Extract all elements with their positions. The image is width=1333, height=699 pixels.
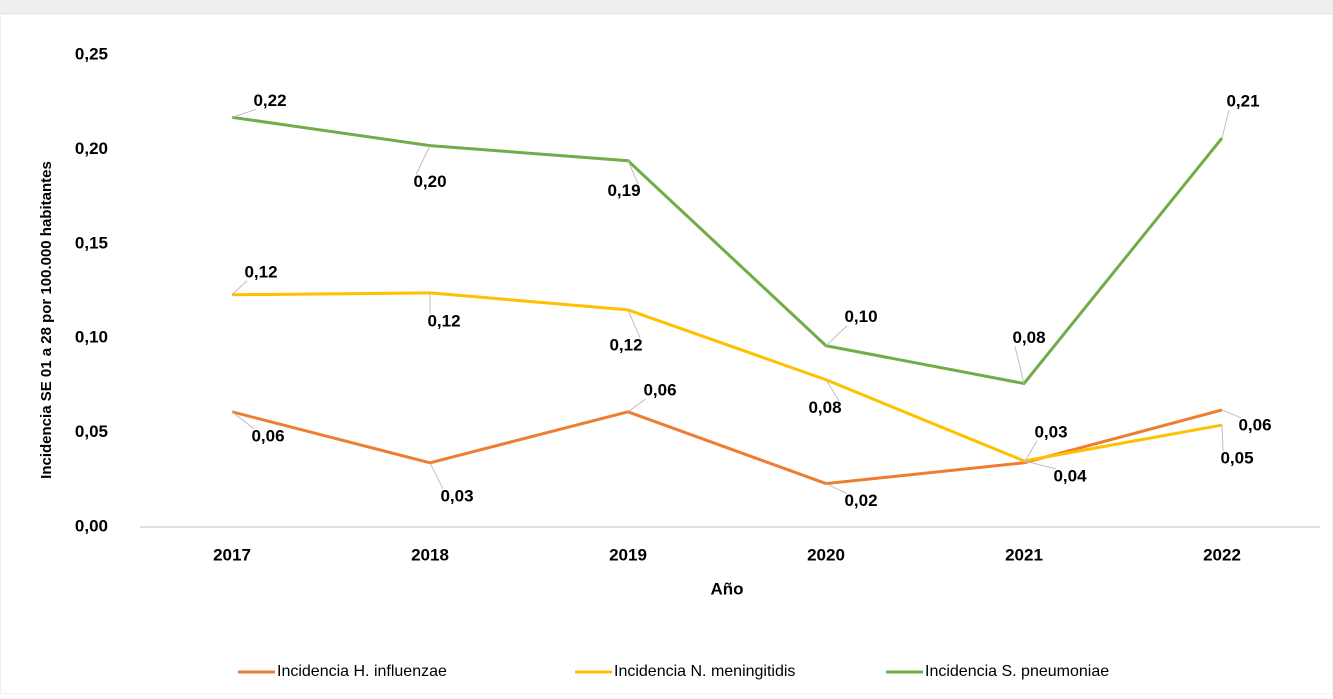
leader-line [231, 280, 248, 296]
leader-line [1221, 425, 1224, 452]
x-tick-label: 2017 [213, 545, 251, 564]
data-label: 0,08 [808, 398, 841, 417]
leader-line [825, 483, 848, 495]
y-tick-label: 0,15 [75, 233, 108, 252]
leader-line [231, 108, 257, 118]
leader-line [825, 325, 848, 347]
data-label: 0,06 [1238, 415, 1271, 434]
chart-area [0, 13, 1333, 695]
data-label: 0,19 [607, 181, 640, 200]
leader-line [627, 309, 641, 339]
leader-line [231, 411, 255, 430]
x-axis-title: Año [710, 579, 743, 598]
data-label: 0,02 [844, 491, 877, 510]
data-label: 0,20 [413, 172, 446, 191]
leader-line [1023, 460, 1057, 470]
leader-line [825, 379, 840, 401]
leader-line [1023, 440, 1038, 464]
series-line [231, 291, 1223, 463]
leader-line [415, 145, 431, 175]
data-label: 0,12 [244, 262, 277, 281]
x-tick-label: 2020 [807, 545, 845, 564]
y-tick-label: 0,05 [75, 422, 108, 441]
y-tick-label: 0,00 [75, 516, 108, 535]
data-label: 0,10 [844, 307, 877, 326]
series-line [231, 115, 1224, 386]
y-tick-label: 0,10 [75, 328, 108, 347]
leader-line [627, 398, 647, 413]
y-tick-label: 0,20 [75, 139, 108, 158]
leader-line [429, 462, 444, 490]
x-tick-label: 2019 [609, 545, 647, 564]
data-label: 0,12 [609, 335, 642, 354]
data-label: 0,05 [1220, 449, 1253, 468]
y-axis-title: Incidencia SE 01 a 28 por 100.000 habita… [38, 161, 55, 479]
x-tick-label: 2022 [1203, 545, 1241, 564]
y-tick-label: 0,25 [75, 44, 108, 63]
legend-label: Incidencia H. influenzae [277, 663, 447, 680]
data-label: 0,03 [440, 486, 473, 505]
data-label: 0,04 [1053, 466, 1087, 485]
data-label: 0,12 [427, 311, 460, 330]
leader-line [1221, 409, 1242, 419]
data-label: 0,06 [643, 380, 676, 399]
data-label: 0,21 [1226, 92, 1259, 111]
leader-line [1221, 109, 1230, 139]
legend-label: Incidencia N. meningitidis [614, 663, 795, 680]
legend-label: Incidencia S. pneumoniae [925, 663, 1109, 680]
x-tick-label: 2018 [411, 545, 449, 564]
leader-line [1014, 346, 1025, 384]
data-label: 0,03 [1034, 422, 1067, 441]
top-border [0, 0, 1333, 14]
data-label: 0,08 [1012, 328, 1045, 347]
data-label: 0,06 [251, 426, 284, 445]
leader-line [627, 160, 639, 184]
data-label: 0,22 [253, 91, 286, 110]
x-tick-label: 2021 [1005, 545, 1043, 564]
